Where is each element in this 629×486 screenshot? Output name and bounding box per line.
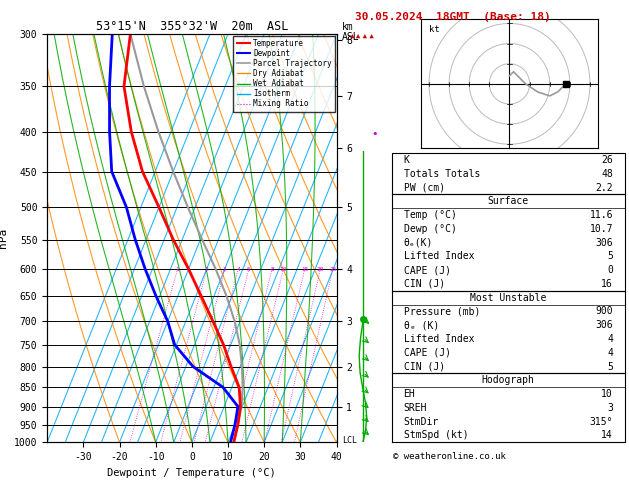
Text: PW (cm): PW (cm): [404, 183, 445, 192]
Text: 48: 48: [601, 169, 613, 179]
Text: 5: 5: [607, 251, 613, 261]
Text: 15: 15: [301, 266, 308, 272]
Text: Most Unstable: Most Unstable: [470, 293, 547, 303]
Text: km: km: [342, 22, 353, 32]
Text: Lifted Index: Lifted Index: [404, 334, 474, 344]
Text: StmSpd (kt): StmSpd (kt): [404, 431, 468, 440]
Text: 16: 16: [601, 279, 613, 289]
Text: CAPE (J): CAPE (J): [404, 348, 450, 358]
Text: 11.6: 11.6: [589, 210, 613, 220]
X-axis label: Dewpoint / Temperature (°C): Dewpoint / Temperature (°C): [108, 468, 276, 478]
Text: 10: 10: [601, 389, 613, 399]
Text: 306: 306: [595, 320, 613, 330]
Text: 306: 306: [595, 238, 613, 247]
Text: 4: 4: [607, 348, 613, 358]
Text: 3: 3: [607, 403, 613, 413]
Text: 10: 10: [280, 266, 287, 272]
Text: θₑ(K): θₑ(K): [404, 238, 433, 247]
Text: CIN (J): CIN (J): [404, 279, 445, 289]
Text: 8: 8: [270, 266, 274, 272]
Text: 2.2: 2.2: [595, 183, 613, 192]
Text: CIN (J): CIN (J): [404, 362, 445, 371]
Text: 900: 900: [595, 307, 613, 316]
Text: 14: 14: [601, 431, 613, 440]
Text: θₑ (K): θₑ (K): [404, 320, 439, 330]
Text: CAPE (J): CAPE (J): [404, 265, 450, 275]
Text: ▴▴▴▴: ▴▴▴▴: [349, 32, 376, 42]
Text: EH: EH: [404, 389, 415, 399]
Text: kt: kt: [429, 24, 440, 34]
Text: K: K: [404, 155, 409, 165]
Text: StmDir: StmDir: [404, 417, 439, 427]
Text: 4: 4: [607, 334, 613, 344]
Legend: Temperature, Dewpoint, Parcel Trajectory, Dry Adiabat, Wet Adiabat, Isotherm, Mi: Temperature, Dewpoint, Parcel Trajectory…: [233, 35, 335, 111]
Text: 0: 0: [607, 265, 613, 275]
Text: Dewp (°C): Dewp (°C): [404, 224, 457, 234]
Text: Hodograph: Hodograph: [482, 375, 535, 385]
Text: 5: 5: [607, 362, 613, 371]
Title: 53°15'N  355°32'W  20m  ASL: 53°15'N 355°32'W 20m ASL: [96, 20, 288, 33]
Text: SREH: SREH: [404, 403, 427, 413]
Text: Totals Totals: Totals Totals: [404, 169, 480, 179]
Text: 2: 2: [205, 266, 209, 272]
Text: 25: 25: [329, 266, 337, 272]
Text: Temp (°C): Temp (°C): [404, 210, 457, 220]
Text: 30.05.2024  18GMT  (Base: 18): 30.05.2024 18GMT (Base: 18): [355, 12, 551, 22]
Text: © weatheronline.co.uk: © weatheronline.co.uk: [393, 452, 506, 461]
Text: Surface: Surface: [487, 196, 529, 206]
Text: 26: 26: [601, 155, 613, 165]
Text: 1: 1: [175, 266, 179, 272]
Text: 5: 5: [247, 266, 251, 272]
Text: LCL: LCL: [342, 436, 357, 445]
Text: 10.7: 10.7: [589, 224, 613, 234]
Text: •: •: [371, 129, 377, 139]
Text: 315°: 315°: [589, 417, 613, 427]
Text: 3: 3: [223, 266, 227, 272]
Y-axis label: hPa: hPa: [0, 228, 8, 248]
Text: Lifted Index: Lifted Index: [404, 251, 474, 261]
Text: ASL: ASL: [342, 32, 359, 42]
Text: Pressure (mb): Pressure (mb): [404, 307, 480, 316]
Text: 4: 4: [237, 266, 240, 272]
Text: 20: 20: [316, 266, 324, 272]
